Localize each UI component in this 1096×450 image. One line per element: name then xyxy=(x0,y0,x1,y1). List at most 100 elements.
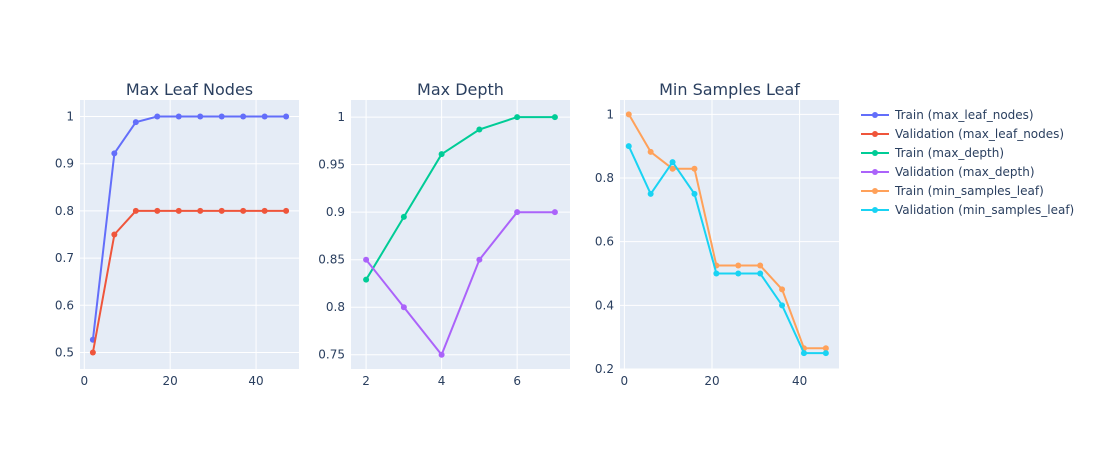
data-point[interactable] xyxy=(647,190,654,197)
y-tick-label: 0.9 xyxy=(326,205,345,219)
y-tick-label: 0.6 xyxy=(55,298,74,312)
x-tick-label: 6 xyxy=(513,374,521,388)
legend-item-validation-min-samples-leaf[interactable]: Validation (min_samples_leaf) xyxy=(861,203,1074,217)
y-tick-label: 0.95 xyxy=(318,158,345,172)
data-point[interactable] xyxy=(218,207,225,214)
data-point[interactable] xyxy=(476,126,483,133)
legend-swatch-marker xyxy=(872,112,878,118)
legend-item-train-max-depth[interactable]: Train (max_depth) xyxy=(861,146,1004,160)
legend-label: Validation (max_leaf_nodes) xyxy=(895,127,1064,141)
legend-item-train-max-leaf-nodes[interactable]: Train (max_leaf_nodes) xyxy=(861,108,1034,122)
legend-swatch-marker xyxy=(872,150,878,156)
data-point[interactable] xyxy=(647,148,654,155)
series-line xyxy=(365,211,555,356)
data-point[interactable] xyxy=(111,150,118,157)
data-point[interactable] xyxy=(400,213,407,220)
data-point[interactable] xyxy=(197,113,204,120)
data-point[interactable] xyxy=(218,113,225,120)
y-tick-label: 1 xyxy=(66,110,74,124)
y-tick-label: 1 xyxy=(606,107,614,121)
data-point[interactable] xyxy=(779,286,786,293)
data-point[interactable] xyxy=(476,256,483,263)
legend-label: Validation (min_samples_leaf) xyxy=(895,203,1074,217)
x-tick-label: 0 xyxy=(621,374,629,388)
y-tick-label: 0.8 xyxy=(55,204,74,218)
y-tick-label: 0.4 xyxy=(595,298,614,312)
data-point[interactable] xyxy=(197,207,204,214)
x-tick-label: 20 xyxy=(163,374,178,388)
data-point[interactable] xyxy=(822,350,829,357)
data-point[interactable] xyxy=(551,209,558,216)
series-validation-min-samples-leaf xyxy=(625,143,829,357)
data-point[interactable] xyxy=(283,113,290,120)
series-line xyxy=(627,113,826,350)
data-point[interactable] xyxy=(625,143,632,150)
data-point[interactable] xyxy=(154,207,161,214)
data-point[interactable] xyxy=(111,231,118,238)
y-tick-label: 0.9 xyxy=(55,157,74,171)
x-tick-label: 4 xyxy=(438,374,446,388)
data-point[interactable] xyxy=(132,207,139,214)
data-point[interactable] xyxy=(240,113,247,120)
subplot-title-max-leaf-nodes: Max Leaf Nodes xyxy=(126,80,253,99)
data-point[interactable] xyxy=(363,256,370,263)
data-point[interactable] xyxy=(514,114,521,121)
legend-swatch-marker xyxy=(872,207,878,213)
subplot-title-max-depth: Max Depth xyxy=(417,80,504,99)
data-point[interactable] xyxy=(551,114,558,121)
data-point[interactable] xyxy=(713,270,720,277)
series-line xyxy=(91,115,287,340)
y-tick-label: 0.2 xyxy=(595,362,614,376)
data-point[interactable] xyxy=(822,345,829,352)
y-tick-label: 0.75 xyxy=(318,348,345,362)
series-line xyxy=(91,209,287,353)
data-point[interactable] xyxy=(438,151,445,158)
data-point[interactable] xyxy=(132,119,139,126)
data-point[interactable] xyxy=(735,270,742,277)
x-tick-label: 0 xyxy=(80,374,88,388)
legend-swatch-marker xyxy=(872,188,878,194)
data-point[interactable] xyxy=(514,209,521,216)
data-point[interactable] xyxy=(757,262,764,269)
series-line xyxy=(627,145,826,355)
data-point[interactable] xyxy=(89,349,96,356)
legend-item-validation-max-depth[interactable]: Validation (max_depth) xyxy=(861,165,1035,179)
data-point[interactable] xyxy=(757,270,764,277)
data-point[interactable] xyxy=(779,302,786,309)
y-tick-label: 0.8 xyxy=(326,300,345,314)
legend-item-train-min-samples-leaf[interactable]: Train (min_samples_leaf) xyxy=(861,184,1044,198)
data-point[interactable] xyxy=(261,113,268,120)
data-point[interactable] xyxy=(735,262,742,269)
x-tick-label: 40 xyxy=(792,374,807,388)
data-point[interactable] xyxy=(691,190,698,197)
data-point[interactable] xyxy=(438,351,445,358)
plot-area xyxy=(620,100,839,369)
data-point[interactable] xyxy=(175,207,182,214)
y-tick-label: 0.7 xyxy=(55,251,74,265)
series-line xyxy=(365,116,555,281)
y-tick-label: 0.8 xyxy=(595,171,614,185)
subplot-title-min-samples-leaf: Min Samples Leaf xyxy=(659,80,800,99)
data-point[interactable] xyxy=(283,207,290,214)
legend-item-validation-max-leaf-nodes[interactable]: Validation (max_leaf_nodes) xyxy=(861,127,1064,141)
data-point[interactable] xyxy=(261,207,268,214)
data-point[interactable] xyxy=(669,165,676,172)
legend-label: Train (min_samples_leaf) xyxy=(894,184,1044,198)
series-validation-max-depth xyxy=(363,209,558,358)
y-tick-label: 0.85 xyxy=(318,253,345,267)
data-point[interactable] xyxy=(625,111,632,118)
data-point[interactable] xyxy=(175,113,182,120)
series-train-max-depth xyxy=(363,114,558,283)
data-point[interactable] xyxy=(800,350,807,357)
data-point[interactable] xyxy=(154,113,161,120)
data-point[interactable] xyxy=(691,165,698,172)
data-point[interactable] xyxy=(363,276,370,283)
data-point[interactable] xyxy=(240,207,247,214)
data-point[interactable] xyxy=(669,159,676,166)
data-point[interactable] xyxy=(400,304,407,311)
y-tick-label: 1 xyxy=(337,110,345,124)
legend-label: Validation (max_depth) xyxy=(895,165,1035,179)
legend-swatch-marker xyxy=(872,169,878,175)
series-train-min-samples-leaf xyxy=(625,111,829,352)
